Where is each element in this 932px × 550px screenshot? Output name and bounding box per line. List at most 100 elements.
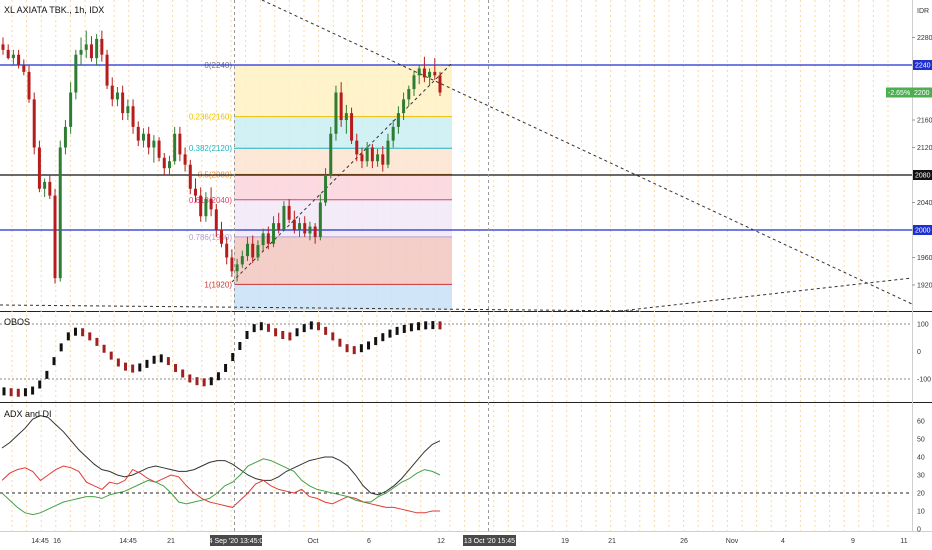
- candle-body: [261, 233, 265, 246]
- obos-bar: [131, 364, 135, 373]
- candle-body: [199, 195, 203, 217]
- candle-body: [27, 71, 31, 100]
- candle-body: [157, 140, 161, 158]
- candle-body: [422, 68, 426, 78]
- candle-body: [141, 133, 145, 141]
- candle-body: [407, 89, 411, 100]
- obos-bar: [145, 359, 149, 368]
- candle-body: [147, 133, 151, 148]
- obos-tick-label: 0: [917, 349, 921, 356]
- candle-body: [360, 154, 364, 162]
- time-tick-label: 14:45: [119, 538, 137, 545]
- di-minus-line: [1, 458, 441, 516]
- candle-body: [63, 126, 67, 148]
- adx-tick-label: 30: [917, 473, 925, 480]
- time-axis[interactable]: 14:45 16 14:45 21 Oct 6 12 19 21 26 Nov 4 9 11 24 Sep …: [31, 535, 908, 546]
- obos-bar: [181, 369, 185, 378]
- obos-bar: [252, 324, 256, 333]
- fib-level-label: 0.786(1990): [189, 233, 232, 242]
- obos-bar: [188, 374, 192, 383]
- obos-bar: [152, 355, 156, 364]
- obos-title[interactable]: OBOS: [4, 317, 30, 327]
- candle-body: [43, 181, 47, 189]
- adx-tick-label: 0: [917, 527, 921, 534]
- trendline-up: [231, 62, 453, 283]
- adx-tick-label: 20: [917, 491, 925, 498]
- obos-bar: [395, 326, 399, 335]
- obos-bar: [302, 324, 306, 333]
- candle-body: [433, 71, 437, 76]
- fib-retracement[interactable]: 0(2240)0.236(2160)0.382(2120)0.5(2080)0.…: [189, 61, 452, 310]
- candle-body: [240, 256, 244, 265]
- candle-body: [105, 54, 109, 86]
- obos-bar: [59, 343, 63, 352]
- obos-bar: [216, 372, 220, 381]
- candle-body: [292, 219, 296, 230]
- candle-body: [121, 92, 125, 114]
- adx-tick-label: 50: [917, 437, 925, 444]
- candle-body: [350, 113, 354, 141]
- candle-body: [339, 92, 343, 120]
- fib-zone: [234, 199, 452, 237]
- candle-body: [17, 54, 21, 65]
- candle-body: [438, 75, 442, 93]
- time-tick-label: 6: [367, 538, 371, 545]
- obos-bar: [23, 388, 27, 397]
- obos-bar: [367, 341, 371, 350]
- candle-body: [402, 99, 406, 114]
- price-axis[interactable]: 2280 2160 2120 2040 2000 1960 1920 2240 -2.65% 22…: [886, 35, 932, 290]
- time-tick-label: 26: [680, 538, 688, 545]
- obos-bar: [88, 332, 92, 341]
- candle-body: [225, 243, 229, 258]
- price-line-tag: [913, 225, 932, 235]
- candle-body: [396, 113, 400, 127]
- obos-axis: 100 0 -100: [917, 322, 931, 384]
- candle-body: [391, 126, 395, 141]
- candle-body: [308, 226, 312, 234]
- obos-bar: [331, 332, 335, 341]
- obos-bar: [288, 332, 292, 341]
- price-tick-label: 1920: [917, 283, 932, 290]
- candle-body: [344, 113, 348, 120]
- adx-title[interactable]: ADX and DI: [4, 409, 52, 419]
- candle-body: [53, 195, 57, 279]
- candlestick-series: [1, 30, 442, 284]
- obos-bar: [174, 364, 178, 372]
- obos-bar: [388, 329, 392, 338]
- price-line-tag: [913, 170, 932, 180]
- candle-body: [251, 243, 255, 258]
- di-plus-line: [1, 465, 440, 514]
- candle-body: [1, 44, 5, 50]
- currency-label: IDR: [917, 8, 929, 15]
- horizontal-lines[interactable]: [0, 64, 912, 231]
- candle-body: [246, 243, 250, 257]
- symbol-title[interactable]: XL AXIATA TBK., 1h, IDX: [4, 5, 104, 15]
- obos-tick-label: -100: [917, 377, 931, 384]
- obos-bar: [245, 331, 249, 339]
- time-highlight-tag: [463, 535, 516, 546]
- price-line-value: 2000: [915, 228, 931, 235]
- time-tick-label: Nov: [726, 538, 739, 545]
- trend-lines[interactable]: [0, 0, 913, 312]
- obos-bar: [231, 353, 235, 361]
- obos-bar: [31, 386, 35, 395]
- last-price-value: 2200: [914, 90, 930, 97]
- candle-body: [417, 68, 421, 76]
- candle-body: [48, 181, 52, 196]
- fib-zone: [234, 148, 452, 175]
- obos-bar: [116, 358, 120, 367]
- obos-bar: [309, 321, 313, 330]
- obos-bar: [109, 351, 113, 360]
- obos-bar: [431, 321, 435, 330]
- obos-bar: [124, 362, 128, 371]
- obos-bar: [352, 346, 356, 355]
- candle-body: [152, 140, 156, 148]
- candle-body: [126, 106, 130, 114]
- obos-bar: [202, 378, 206, 387]
- price-tick-label: 1960: [917, 255, 932, 262]
- candle-body: [95, 38, 99, 59]
- adx-di-lines: [0, 415, 912, 516]
- time-tick-label: 19: [561, 538, 569, 545]
